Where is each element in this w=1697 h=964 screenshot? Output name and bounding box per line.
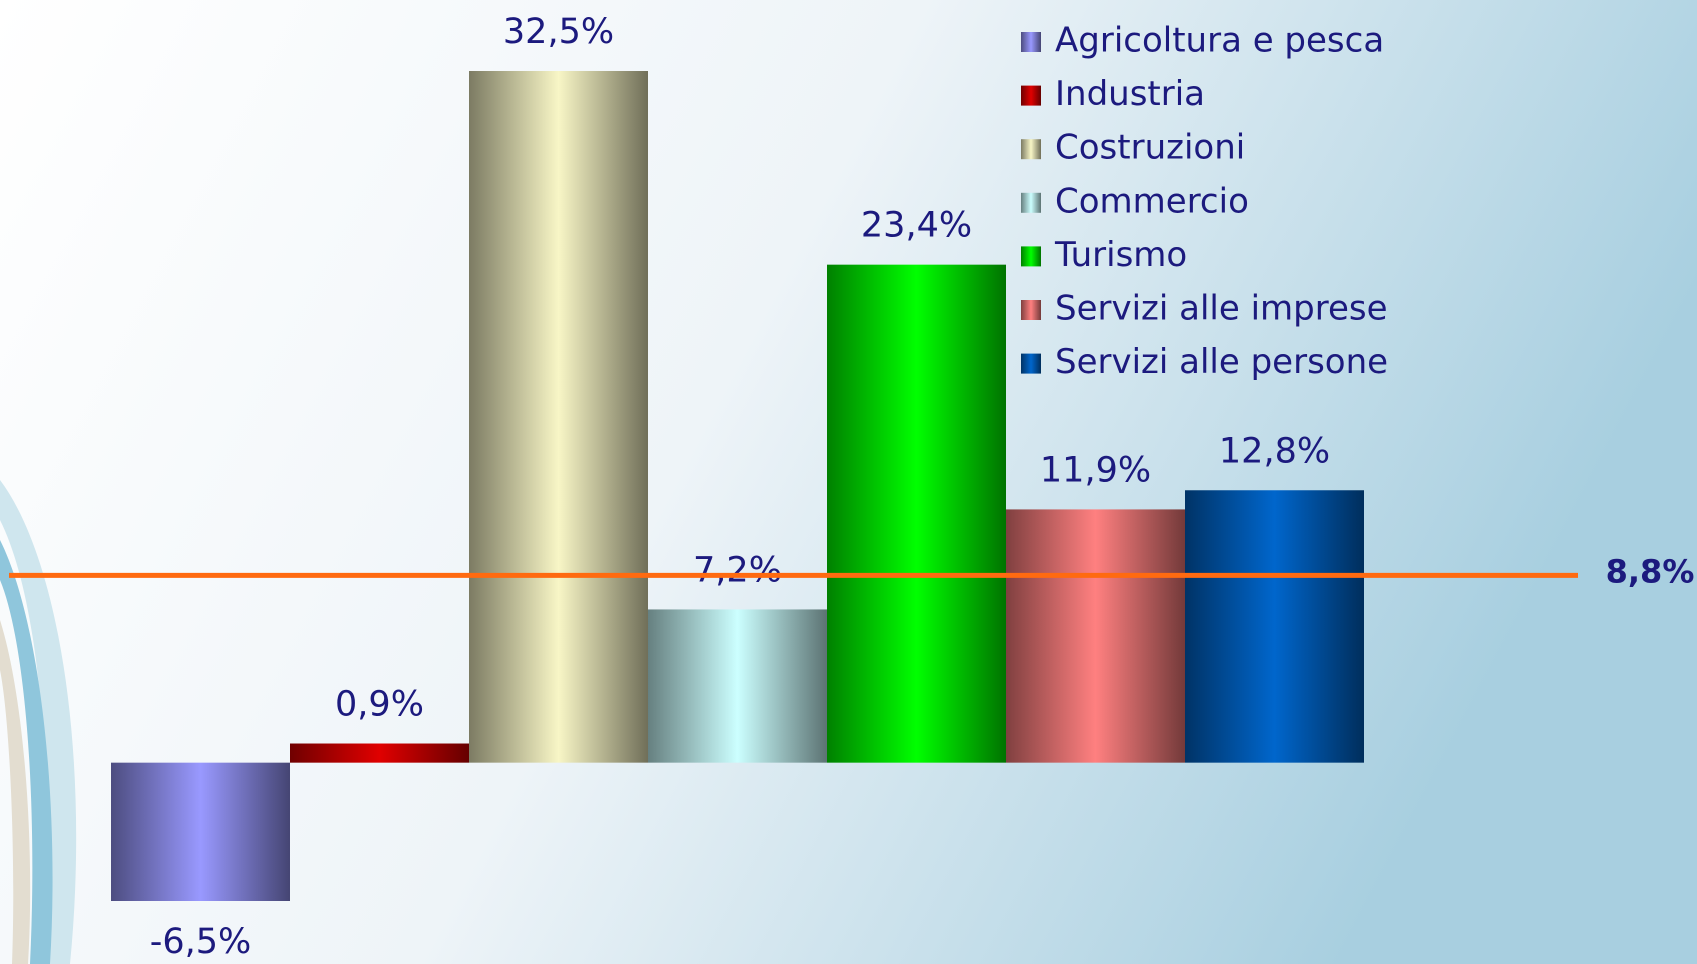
value-label: 0,9%: [335, 685, 424, 725]
legend-label: Commercio: [1055, 181, 1249, 221]
value-label: 23,4%: [861, 206, 972, 246]
decor-curve: [0, 480, 77, 964]
value-label: 7,2%: [693, 550, 782, 590]
bar: [827, 264, 1006, 763]
decor-curve: [0, 540, 53, 964]
value-label: -6,5%: [150, 922, 252, 962]
legend-label: Servizi alle imprese: [1055, 289, 1388, 329]
legend-swatch: [1021, 85, 1041, 106]
legend-label: Industria: [1055, 74, 1205, 114]
bar: [290, 743, 469, 763]
bar: [1006, 509, 1185, 763]
legend-swatch: [1021, 139, 1041, 160]
bar: [111, 762, 290, 901]
legend-swatch: [1021, 246, 1041, 267]
reference-label: 8,8%: [1606, 552, 1695, 590]
decor-curve: [0, 620, 31, 964]
legend-label: Agricoltura e pesca: [1055, 21, 1384, 61]
legend-swatch: [1021, 300, 1041, 320]
bar: [1185, 490, 1364, 763]
value-label: 11,9%: [1040, 450, 1151, 490]
bar: [648, 609, 827, 763]
legend-swatch: [1021, 353, 1041, 374]
value-label: 12,8%: [1219, 431, 1330, 471]
legend-label: Turismo: [1054, 235, 1187, 275]
legend-label: Servizi alle persone: [1055, 342, 1388, 382]
bar: [469, 71, 648, 763]
value-label: 32,5%: [503, 12, 614, 52]
legend-swatch: [1021, 192, 1041, 213]
legend-swatch: [1021, 32, 1041, 52]
legend-label: Costruzioni: [1055, 128, 1245, 168]
